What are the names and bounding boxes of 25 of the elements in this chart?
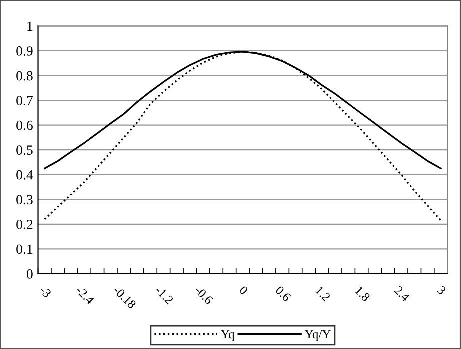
x-tick-label: 1.8 [354, 286, 371, 302]
y-tick-label: 0 [26, 270, 33, 279]
y-tick-label: 0.6 [16, 120, 33, 130]
y-tick-label: 1 [28, 22, 33, 31]
y-tick-label: 0.3 [16, 195, 33, 205]
x-tick-label: 2.4 [394, 286, 411, 302]
x-tick-label: 3 [437, 286, 447, 296]
x-tick-label: 0.6 [275, 286, 292, 302]
x-tick-label: 1.2 [315, 286, 331, 302]
x-tick-label: -3 [39, 286, 52, 298]
x-tick-label: -0.18 [112, 286, 137, 310]
x-tick-label: -0.6 [194, 286, 214, 306]
y-tick-label: 0.8 [16, 71, 33, 81]
y-tick-label: 0.7 [16, 96, 34, 106]
y-tick-label: 0.5 [16, 146, 33, 156]
y-tick-label: 0.2 [16, 220, 33, 230]
y-tick-label: 0.9 [16, 46, 33, 56]
x-tick-label: 0 [238, 286, 249, 296]
x-tick-label: -2.4 [76, 286, 96, 306]
legend-label: Yq [221, 330, 235, 342]
line-series [44, 51, 442, 222]
y-tick-label: 0.1 [16, 244, 33, 254]
x-tick-label: -1.2 [154, 286, 174, 305]
legend-label: Yq/Y [304, 330, 331, 342]
y-tick-label: 0.4 [16, 170, 34, 180]
